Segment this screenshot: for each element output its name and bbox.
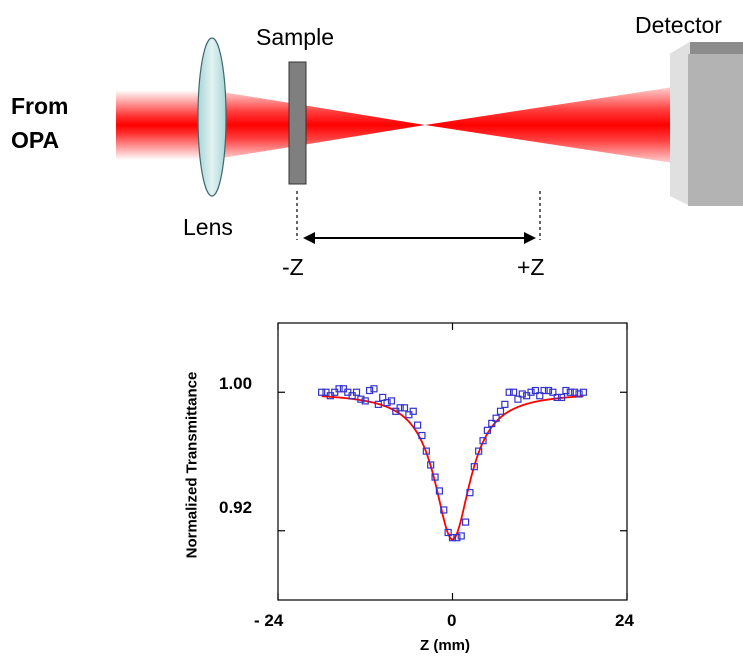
data-point bbox=[549, 388, 557, 396]
data-point bbox=[496, 407, 505, 415]
arrow-head-left bbox=[303, 232, 315, 244]
diverging-beam bbox=[425, 86, 680, 164]
plot-frame bbox=[277, 322, 628, 601]
data-point bbox=[427, 461, 435, 469]
data-point bbox=[318, 388, 326, 396]
data-point bbox=[422, 447, 430, 455]
data-point bbox=[479, 437, 487, 445]
data-point bbox=[409, 407, 417, 415]
data-point bbox=[505, 388, 513, 396]
y-tick-label-1.00: 1.00 bbox=[219, 374, 253, 393]
input-beam bbox=[116, 90, 210, 160]
data-point bbox=[387, 397, 396, 405]
data-point bbox=[488, 419, 496, 428]
sample-label: Sample bbox=[256, 24, 334, 50]
data-point bbox=[400, 404, 409, 412]
x-tick-label-minus-24: - 24 bbox=[254, 611, 284, 630]
data-point bbox=[501, 400, 509, 408]
data-point bbox=[383, 399, 391, 407]
detector-label: Detector bbox=[635, 12, 722, 38]
data-point bbox=[418, 431, 426, 440]
data-point bbox=[414, 421, 422, 429]
fit-curve-line bbox=[321, 395, 584, 541]
data-point bbox=[531, 386, 539, 395]
data-point bbox=[514, 395, 522, 403]
data-point bbox=[440, 506, 448, 514]
data-point bbox=[453, 534, 461, 542]
data-point bbox=[361, 397, 369, 405]
data-point bbox=[370, 385, 378, 393]
plus-z-label: +Z bbox=[517, 254, 545, 280]
data-point bbox=[352, 388, 361, 396]
x-axis-title: Z (mm) bbox=[420, 637, 470, 654]
data-point bbox=[492, 414, 500, 422]
data-point bbox=[536, 392, 544, 400]
source-label-from: From bbox=[11, 93, 69, 119]
data-point bbox=[457, 532, 465, 540]
data-point bbox=[379, 393, 387, 402]
data-point bbox=[366, 386, 374, 395]
axis-ticks bbox=[277, 323, 628, 600]
arrow-head-right bbox=[524, 232, 536, 244]
converging-beam bbox=[210, 90, 425, 160]
data-point bbox=[579, 388, 587, 396]
data-point bbox=[444, 528, 452, 537]
data-point bbox=[571, 388, 579, 396]
lens-icon bbox=[197, 37, 227, 197]
data-point bbox=[461, 518, 470, 526]
detector-icon bbox=[688, 54, 743, 206]
data-point bbox=[470, 463, 478, 471]
data-point bbox=[557, 393, 566, 402]
data-point bbox=[374, 400, 382, 408]
data-point bbox=[435, 487, 444, 495]
data-point bbox=[475, 447, 483, 455]
lens-label: Lens bbox=[183, 214, 233, 240]
source-label-opa: OPA bbox=[11, 127, 60, 153]
y-tick-label-0.92: 0.92 bbox=[219, 498, 253, 517]
data-point bbox=[448, 534, 457, 542]
x-tick-label-0: 0 bbox=[447, 611, 457, 630]
sample-slab-icon bbox=[288, 61, 307, 185]
data-point bbox=[527, 388, 535, 396]
data-point bbox=[562, 386, 570, 395]
minus-z-label: -Z bbox=[282, 254, 304, 280]
data-point bbox=[466, 489, 474, 497]
data-point bbox=[357, 395, 365, 403]
data-point bbox=[335, 385, 343, 393]
data-points bbox=[318, 385, 587, 542]
data-point bbox=[566, 388, 574, 396]
data-point bbox=[553, 393, 561, 402]
data-point bbox=[509, 388, 518, 396]
data-point bbox=[431, 473, 439, 481]
data-point bbox=[544, 386, 553, 395]
data-point bbox=[540, 386, 548, 395]
x-tick-label-24: 24 bbox=[615, 611, 634, 630]
detector-front-face bbox=[670, 42, 690, 206]
data-point bbox=[518, 390, 526, 398]
data-point bbox=[396, 404, 404, 412]
data-point bbox=[483, 426, 491, 434]
y-axis-title: Normalized Transmittance bbox=[183, 371, 201, 559]
data-point bbox=[575, 390, 583, 398]
